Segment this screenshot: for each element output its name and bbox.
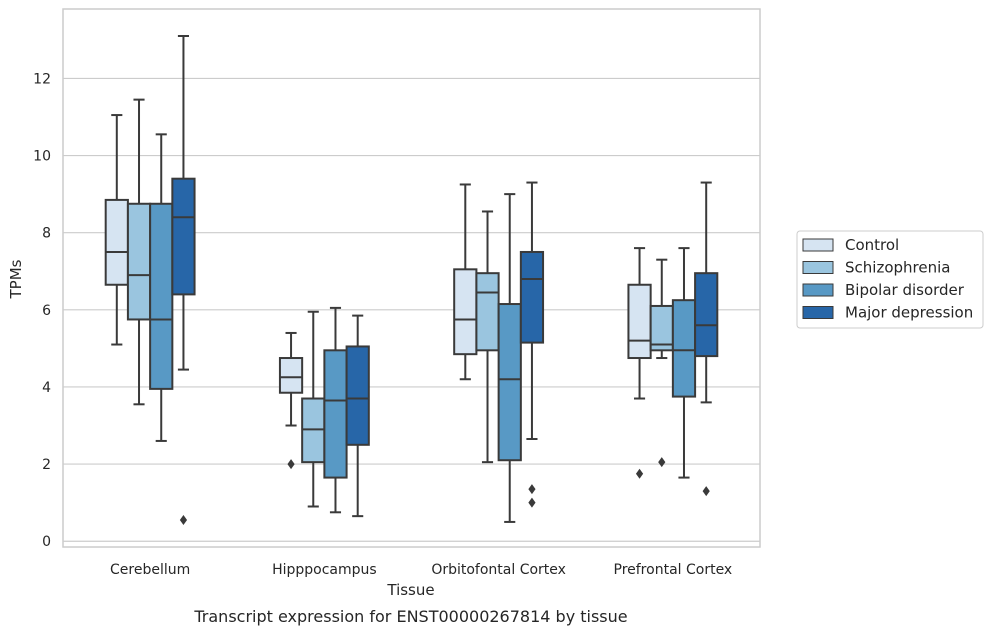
x-tick-label: Hipppocampus [272,562,377,578]
y-tick-label: 0 [42,534,51,550]
legend-label: Major depression [845,304,973,322]
box-iqr [278,357,304,394]
box-groups [104,34,719,526]
box-iqr [104,198,129,286]
box-0-2 [453,183,478,381]
box-0-1 [278,331,304,470]
box-iqr [323,349,348,479]
box-3-1 [345,314,370,518]
y-tick-label: 12 [33,71,51,87]
x-axis-title: Tissue [386,581,434,599]
box-3-3 [694,181,719,497]
box-1-2 [475,210,500,464]
chart-caption: Transcript expression for ENST0000026781… [193,607,627,626]
box-0-3 [627,247,652,479]
box-2-0 [149,133,174,442]
x-tick-label: Prefrontal Cortex [614,562,733,578]
y-tick-label: 6 [42,303,51,319]
box-iqr [671,299,697,398]
outlier-point [528,484,536,495]
box-3-0 [171,34,196,526]
outlier-point [702,486,710,497]
grid-lines [63,77,760,542]
box-3-2 [519,181,545,508]
box-1-3 [649,258,674,468]
box-iqr [453,268,478,356]
legend-frame [796,230,984,329]
outlier-point [658,457,666,468]
box-iqr [497,303,522,462]
plot-area-frame [62,8,761,548]
legend-label: Schizophrenia [845,259,950,277]
legend-swatch [802,261,834,274]
box-iqr [694,272,719,358]
legend-swatch [802,306,834,319]
x-tick-label: Orbitofontal Cortex [431,562,566,578]
box-1-0 [126,98,152,406]
outlier-point [635,468,644,479]
box-iqr [126,202,152,321]
outlier-point [179,515,188,526]
box-2-1 [323,306,348,514]
legend-swatch [802,283,834,297]
y-axis-ticks: 0 2 4 6 8 10 12 [33,71,51,550]
box-iqr [171,177,196,296]
y-axis-title: TPMs [7,259,25,299]
y-tick-label: 4 [42,380,51,396]
x-axis-ticks: Cerebellum Hipppocampus Orbitofontal Corte… [110,562,732,578]
legend-label: Control [845,236,899,254]
x-tick-label: Cerebellum [110,562,190,578]
legend: Control Schizophrenia Bipolar disorder Majo… [796,230,984,329]
box-iqr [519,250,545,344]
box-0-0 [104,114,129,346]
legend-items: Control Schizophrenia Bipolar disorder Majo… [802,236,973,322]
box-iqr [345,345,370,446]
box-iqr [149,202,174,390]
y-tick-label: 2 [42,457,51,473]
box-iqr [475,272,500,352]
outlier-point [287,459,295,470]
outlier-point [528,497,536,508]
y-tick-label: 8 [42,226,51,242]
legend-label: Bipolar disorder [845,281,965,299]
legend-swatch [802,238,834,252]
box-2-2 [497,193,522,523]
box-iqr [627,283,652,360]
y-tick-label: 10 [33,149,51,165]
